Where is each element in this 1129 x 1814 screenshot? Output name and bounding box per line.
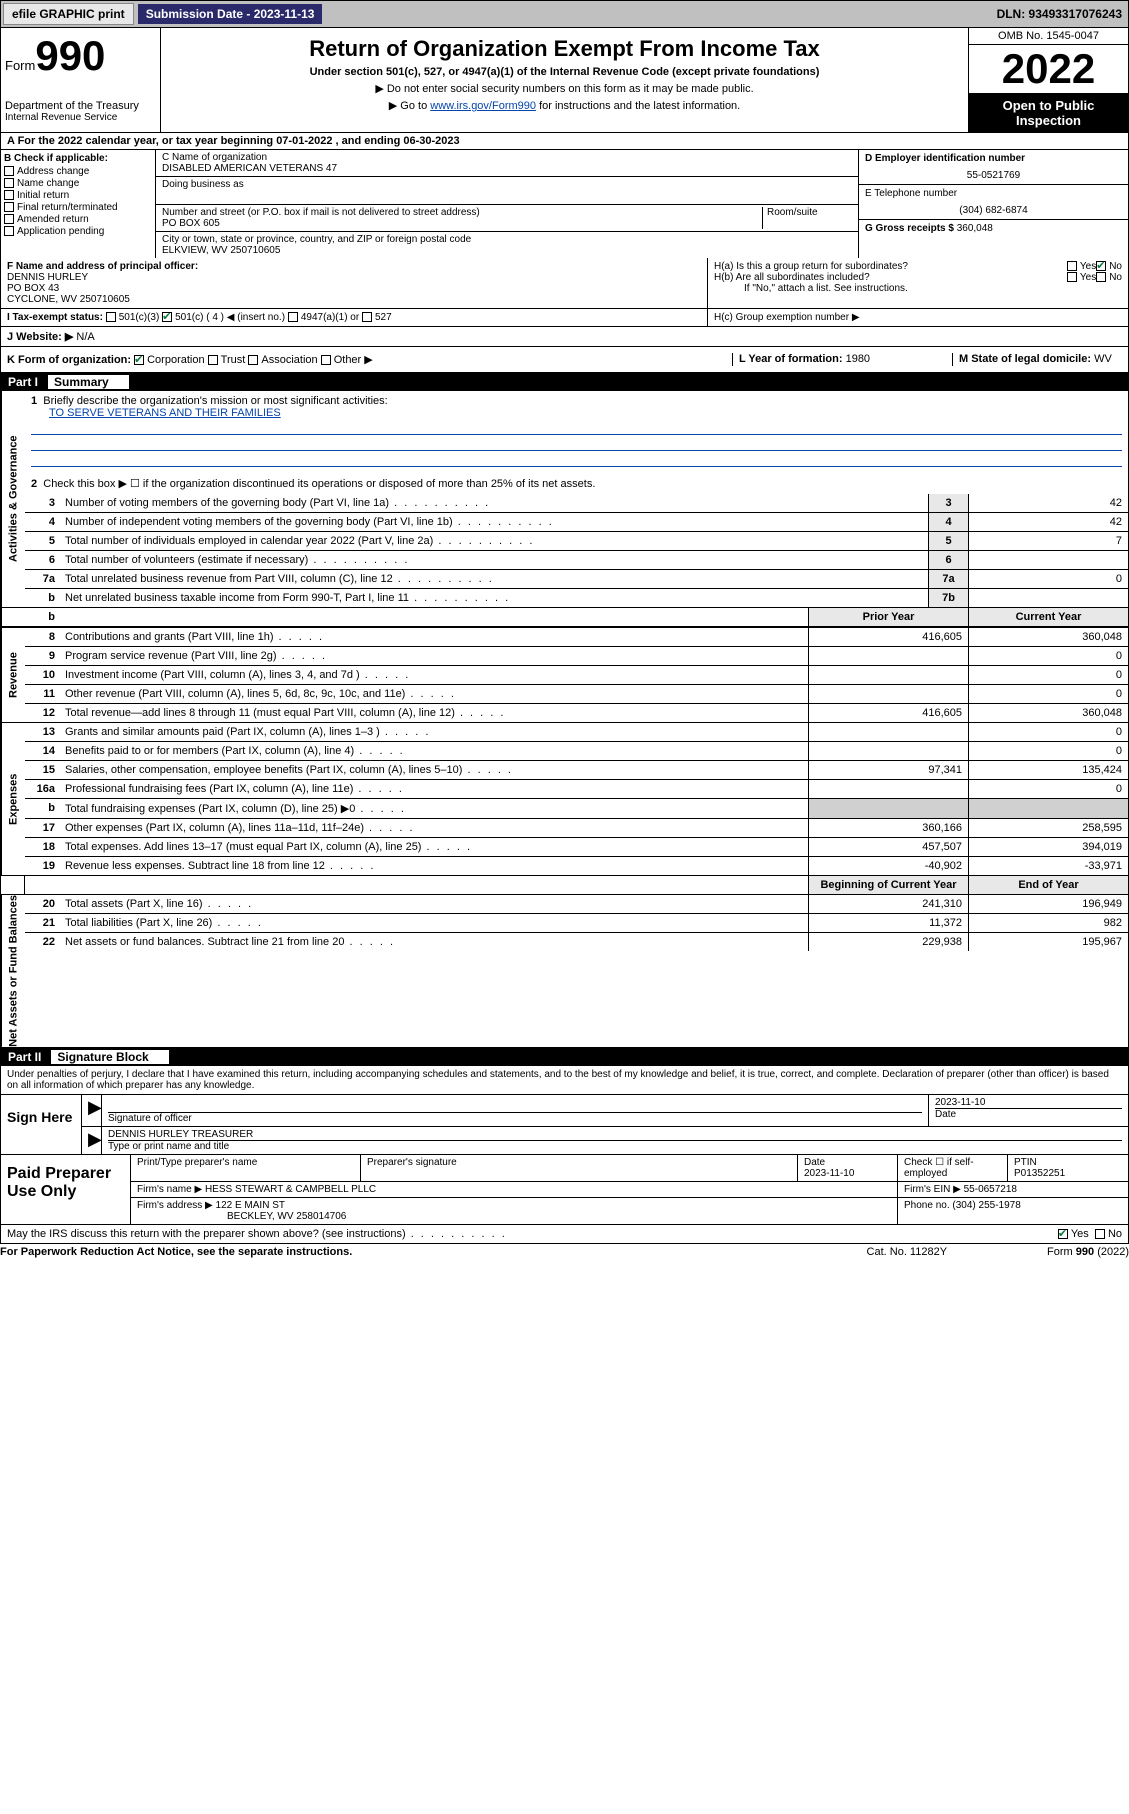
hdr-current: Current Year	[968, 608, 1128, 626]
gov-val-b	[968, 589, 1128, 607]
mission: TO SERVE VETERANS AND THEIR FAMILIES	[49, 407, 1122, 419]
part1-header: Part ISummary	[0, 373, 1129, 391]
department: Department of the Treasury	[5, 100, 156, 112]
chk-address-change[interactable]: Address change	[4, 166, 152, 177]
firm-addr: 122 E MAIN ST	[216, 1200, 285, 1211]
chk-name-change[interactable]: Name change	[4, 178, 152, 189]
gov-val-4: 42	[968, 513, 1128, 531]
form-number: 990	[35, 32, 105, 79]
top-bar: efile GRAPHIC print Submission Date - 20…	[0, 0, 1129, 28]
sig-arrow-icon: ▶	[88, 1097, 102, 1118]
side-expenses: Expenses	[1, 723, 25, 875]
side-revenue: Revenue	[1, 628, 25, 722]
form-header: Form990 Department of the Treasury Inter…	[0, 28, 1129, 133]
chk-other[interactable]: Other ▶	[321, 354, 373, 366]
telephone: (304) 682-6874	[865, 205, 1122, 216]
sig-date: 2023-11-10	[935, 1097, 1122, 1108]
firm-ein: 55-0657218	[964, 1184, 1017, 1195]
gov-val-7a: 0	[968, 570, 1128, 588]
org-name: DISABLED AMERICAN VETERANS 47	[162, 163, 852, 174]
ptin: P01352251	[1014, 1168, 1122, 1179]
form-note1: ▶ Do not enter social security numbers o…	[169, 82, 960, 95]
efile-print-button[interactable]: efile GRAPHIC print	[3, 3, 134, 25]
part2-header: Part IISignature Block	[0, 1048, 1129, 1066]
sig-arrow-icon: ▶	[88, 1129, 102, 1150]
ein: 55-0521769	[865, 170, 1122, 181]
chk-trust[interactable]: Trust	[208, 354, 246, 366]
gov-val-5: 7	[968, 532, 1128, 550]
chk-501c3[interactable]: 501(c)(3)	[106, 312, 160, 323]
gov-val-3: 42	[968, 494, 1128, 512]
hdr-beginning: Beginning of Current Year	[808, 876, 968, 894]
hb-no[interactable]: No	[1096, 272, 1122, 283]
declaration: Under penalties of perjury, I declare th…	[0, 1066, 1129, 1095]
year-formation: 1980	[846, 353, 870, 365]
firm-name: HESS STEWART & CAMPBELL PLLC	[205, 1184, 376, 1195]
hdr-end: End of Year	[968, 876, 1128, 894]
officer-name-title: DENNIS HURLEY TREASURER	[108, 1129, 1122, 1140]
submission-date: Submission Date - 2023-11-13	[138, 4, 323, 24]
chk-527[interactable]: 527	[362, 312, 392, 323]
chk-final-return[interactable]: Final return/terminated	[4, 202, 152, 213]
irs-label: Internal Revenue Service	[5, 112, 156, 123]
form-label: Form	[5, 58, 35, 73]
tax-year-range: A For the 2022 calendar year, or tax yea…	[0, 133, 1129, 150]
chk-application-pending[interactable]: Application pending	[4, 226, 152, 237]
chk-corp[interactable]: Corporation	[134, 354, 204, 366]
tax-year: 2022	[969, 45, 1128, 94]
chk-4947[interactable]: 4947(a)(1) or	[288, 312, 359, 323]
prep-date: 2023-11-10	[804, 1168, 891, 1179]
cat-no: Cat. No. 11282Y	[867, 1246, 948, 1258]
chk-amended[interactable]: Amended return	[4, 214, 152, 225]
dln: DLN: 93493317076243	[991, 4, 1128, 24]
hdr-prior: Prior Year	[808, 608, 968, 626]
omb-number: OMB No. 1545-0047	[969, 28, 1128, 45]
form-title: Return of Organization Exempt From Incom…	[169, 36, 960, 62]
state-domicile: WV	[1094, 353, 1112, 365]
side-governance: Activities & Governance	[1, 391, 25, 607]
irs-link[interactable]: www.irs.gov/Form990	[430, 100, 536, 112]
chk-501c[interactable]: 501(c) ( 4 ) ◀ (insert no.)	[162, 312, 285, 323]
gov-val-6	[968, 551, 1128, 569]
chk-initial-return[interactable]: Initial return	[4, 190, 152, 201]
paperwork-notice: For Paperwork Reduction Act Notice, see …	[0, 1246, 867, 1258]
side-netassets: Net Assets or Fund Balances	[1, 895, 25, 1047]
street-address: PO BOX 605	[162, 218, 762, 229]
paid-preparer-label: Paid Preparer Use Only	[1, 1155, 131, 1224]
section-b-checkboxes: B Check if applicable: Address change Na…	[1, 150, 156, 258]
form-subtitle: Under section 501(c), 527, or 4947(a)(1)…	[169, 66, 960, 78]
discuss-yes[interactable]: Yes	[1058, 1228, 1089, 1240]
sign-here-label: Sign Here	[1, 1095, 81, 1154]
hb-yes[interactable]: Yes	[1067, 272, 1096, 283]
firm-phone: (304) 255-1978	[952, 1200, 1020, 1211]
chk-assoc[interactable]: Association	[248, 354, 317, 366]
ha-yes[interactable]: Yes	[1067, 261, 1096, 272]
website: N/A	[76, 331, 94, 343]
ha-no[interactable]: No	[1096, 261, 1122, 272]
gross-receipts: 360,048	[957, 223, 993, 234]
officer-name: DENNIS HURLEY	[7, 272, 701, 283]
form-footer: Form 990 (2022)	[1047, 1246, 1129, 1258]
city-state-zip: ELKVIEW, WV 250710605	[162, 245, 852, 256]
open-to-public: Open to Public Inspection	[969, 94, 1128, 132]
discuss-no[interactable]: No	[1095, 1228, 1122, 1240]
